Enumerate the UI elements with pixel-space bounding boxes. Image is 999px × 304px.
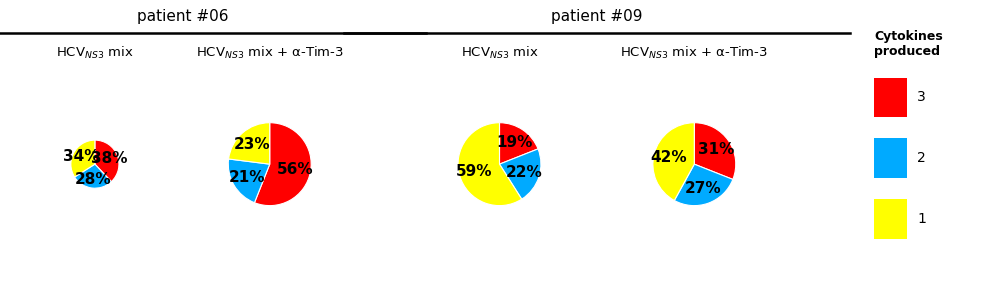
- Text: HCV$_{NS3}$ mix + α-Tim-3: HCV$_{NS3}$ mix + α-Tim-3: [196, 45, 344, 61]
- Wedge shape: [500, 149, 540, 199]
- Text: 2: 2: [917, 151, 926, 165]
- Text: 27%: 27%: [685, 181, 721, 196]
- Text: 31%: 31%: [697, 142, 734, 157]
- Text: HCV$_{NS3}$ mix: HCV$_{NS3}$ mix: [461, 45, 538, 61]
- Text: 38%: 38%: [91, 151, 127, 166]
- Wedge shape: [229, 123, 270, 164]
- Wedge shape: [674, 164, 733, 206]
- Wedge shape: [71, 140, 95, 177]
- Text: 22%: 22%: [505, 165, 542, 180]
- Wedge shape: [500, 123, 538, 164]
- Text: Cytokines
produced: Cytokines produced: [874, 30, 943, 58]
- Text: patient #06: patient #06: [137, 9, 228, 24]
- Text: 59%: 59%: [457, 164, 493, 179]
- Text: 19%: 19%: [496, 135, 532, 150]
- Wedge shape: [255, 123, 311, 206]
- Text: 56%: 56%: [277, 161, 314, 177]
- Wedge shape: [459, 123, 521, 206]
- Text: 1: 1: [917, 212, 926, 226]
- Text: HCV$_{NS3}$ mix + α-Tim-3: HCV$_{NS3}$ mix + α-Tim-3: [620, 45, 768, 61]
- Text: 3: 3: [917, 90, 926, 104]
- Text: 28%: 28%: [75, 172, 111, 187]
- Text: 42%: 42%: [650, 150, 687, 165]
- Wedge shape: [95, 140, 119, 182]
- Text: HCV$_{NS3}$ mix: HCV$_{NS3}$ mix: [56, 45, 134, 61]
- Wedge shape: [229, 159, 270, 203]
- Text: patient #09: patient #09: [551, 9, 642, 24]
- Text: 23%: 23%: [234, 137, 271, 152]
- Wedge shape: [653, 123, 694, 200]
- Wedge shape: [694, 123, 735, 179]
- Text: 34%: 34%: [63, 149, 100, 164]
- Wedge shape: [75, 164, 111, 188]
- Text: 21%: 21%: [229, 170, 266, 185]
